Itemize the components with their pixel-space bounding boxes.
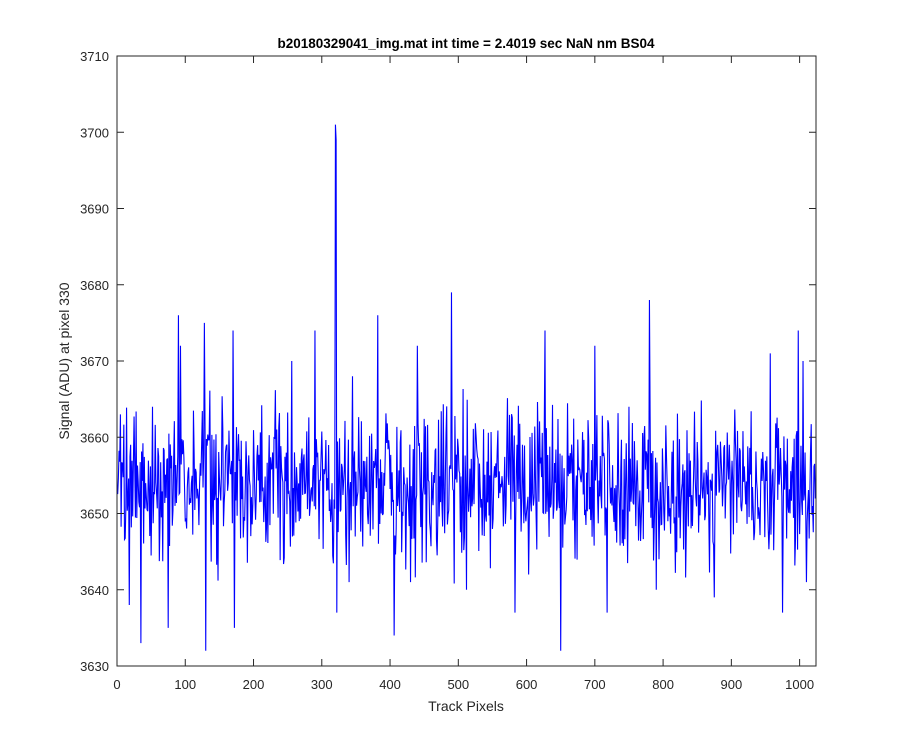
y-tick-label: 3670 bbox=[80, 354, 109, 369]
x-tick-label: 100 bbox=[174, 677, 196, 692]
x-tick-label: 300 bbox=[311, 677, 333, 692]
y-tick-label: 3690 bbox=[80, 202, 109, 217]
x-axis-label: Track Pixels bbox=[428, 698, 504, 714]
y-tick-label: 3650 bbox=[80, 507, 109, 522]
y-axis: 3630 3640 3650 3660 3670 3680 3690 3700 3710 bbox=[80, 49, 816, 674]
x-axis: 0 100 200 300 400 500 600 700 800 900 1000 bbox=[113, 56, 814, 692]
y-tick-label: 3710 bbox=[80, 49, 109, 64]
y-tick-label: 3630 bbox=[80, 659, 109, 674]
x-tick-label: 500 bbox=[447, 677, 469, 692]
x-tick-label: 0 bbox=[113, 677, 120, 692]
x-tick-label: 800 bbox=[652, 677, 674, 692]
y-axis-label: Signal (ADU) at pixel 330 bbox=[56, 282, 72, 439]
x-tick-label: 200 bbox=[243, 677, 265, 692]
y-tick-label: 3660 bbox=[80, 430, 109, 445]
x-tick-label: 600 bbox=[516, 677, 538, 692]
plot-area bbox=[117, 56, 817, 666]
plot-frame bbox=[116, 55, 817, 667]
x-tick-label: 400 bbox=[379, 677, 401, 692]
x-tick-label: 900 bbox=[721, 677, 743, 692]
y-tick-label: 3700 bbox=[80, 125, 109, 140]
chart-title: b20180329041_img.mat int time = 2.4019 s… bbox=[277, 36, 655, 51]
x-tick-label: 700 bbox=[584, 677, 606, 692]
y-tick-label: 3680 bbox=[80, 278, 109, 293]
y-tick-label: 3640 bbox=[80, 583, 109, 598]
series-line-signal bbox=[117, 124, 817, 651]
x-tick-label: 1000 bbox=[785, 677, 814, 692]
